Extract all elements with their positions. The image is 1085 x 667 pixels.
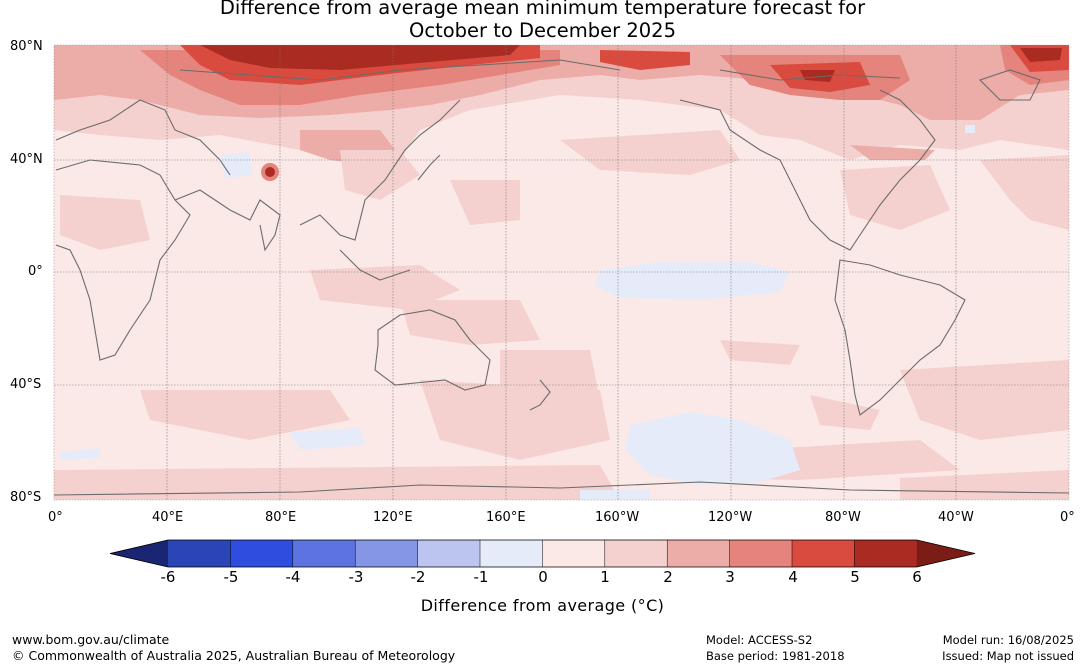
lat-label-40n: 40°N	[10, 152, 43, 167]
title-line-2: October to December 2025	[409, 19, 676, 42]
lat-label-80n: 80°N	[10, 39, 43, 54]
lat-label-0: 0°	[28, 264, 43, 279]
lon-label-0-right: 0°	[1060, 510, 1075, 525]
colorbar-swatch	[168, 540, 231, 567]
colorbar-tick: 2	[663, 568, 673, 586]
colorbar-swatch	[230, 540, 294, 567]
colorbar-tick: -2	[410, 568, 426, 586]
model-text: Model: ACCESS-S2	[706, 633, 813, 647]
base-period-text: Base period: 1981-2018	[706, 649, 845, 663]
colorbar-under-arrow	[110, 540, 168, 567]
colorbar-label: Difference from average (°C)	[420, 596, 665, 615]
colorbar-swatch	[792, 540, 855, 567]
colorbar-swatch	[604, 540, 668, 567]
colorbar	[109, 539, 976, 568]
lat-label-80s: 80°S	[10, 490, 42, 505]
map-title: Difference from average mean minimum tem…	[0, 0, 1085, 42]
colorbar-tick: -3	[348, 568, 364, 586]
lon-label-0: 0°	[48, 510, 63, 525]
lon-label-160w: 160°W	[595, 510, 640, 525]
copyright-text: © Commonwealth of Australia 2025, Austra…	[12, 648, 456, 663]
colorbar-swatch	[417, 540, 481, 567]
lon-label-80e: 80°E	[265, 510, 297, 525]
anomaly-field	[54, 45, 1069, 500]
map-svg	[53, 44, 1070, 501]
lon-label-80w: 80°W	[825, 510, 861, 525]
colorbar-tick: -5	[223, 568, 239, 586]
colorbar-swatch	[542, 540, 606, 567]
footer-run-info: Model run: 16/08/2025 Issued: Map not is…	[942, 632, 1074, 664]
title-line-1: Difference from average mean minimum tem…	[219, 0, 866, 19]
lon-label-40e: 40°E	[152, 510, 184, 525]
coastlines	[54, 59, 1069, 496]
issued-text: Issued: Map not issued	[942, 649, 1074, 663]
footer-left: www.bom.gov.au/climate © Commonwealth of…	[12, 632, 455, 664]
colorbar-swatch	[292, 540, 356, 567]
lon-label-120e: 120°E	[373, 510, 413, 525]
colorbar-tick: 4	[788, 568, 798, 586]
lat-label-40s: 40°S	[10, 377, 42, 392]
colorbar-tick: 5	[850, 568, 860, 586]
colorbar-tick: 3	[725, 568, 735, 586]
footer-model-info: Model: ACCESS-S2 Base period: 1981-2018	[706, 632, 845, 664]
colorbar-tick: -4	[285, 568, 301, 586]
colorbar-swatch	[854, 540, 918, 567]
forecast-map	[53, 44, 1070, 501]
colorbar-tick: -6	[160, 568, 176, 586]
colorbar-outline	[109, 539, 976, 568]
lon-label-40w: 40°W	[938, 510, 974, 525]
graticule	[54, 45, 1069, 500]
colorbar-swatch	[667, 540, 731, 567]
lon-label-120w: 120°W	[708, 510, 753, 525]
colorbar-tick: 6	[912, 568, 922, 586]
lon-label-160e: 160°E	[486, 510, 526, 525]
model-run-text: Model run: 16/08/2025	[942, 633, 1074, 647]
colorbar-tick: 0	[538, 568, 548, 586]
website-link[interactable]: www.bom.gov.au/climate	[12, 632, 170, 647]
colorbar-swatch	[355, 540, 419, 567]
colorbar-over-arrow	[916, 540, 975, 567]
colorbar-tick: 1	[600, 568, 610, 586]
colorbar-swatch	[480, 540, 543, 567]
colorbar-tick: -1	[473, 568, 489, 586]
colorbar-swatch	[729, 540, 793, 567]
